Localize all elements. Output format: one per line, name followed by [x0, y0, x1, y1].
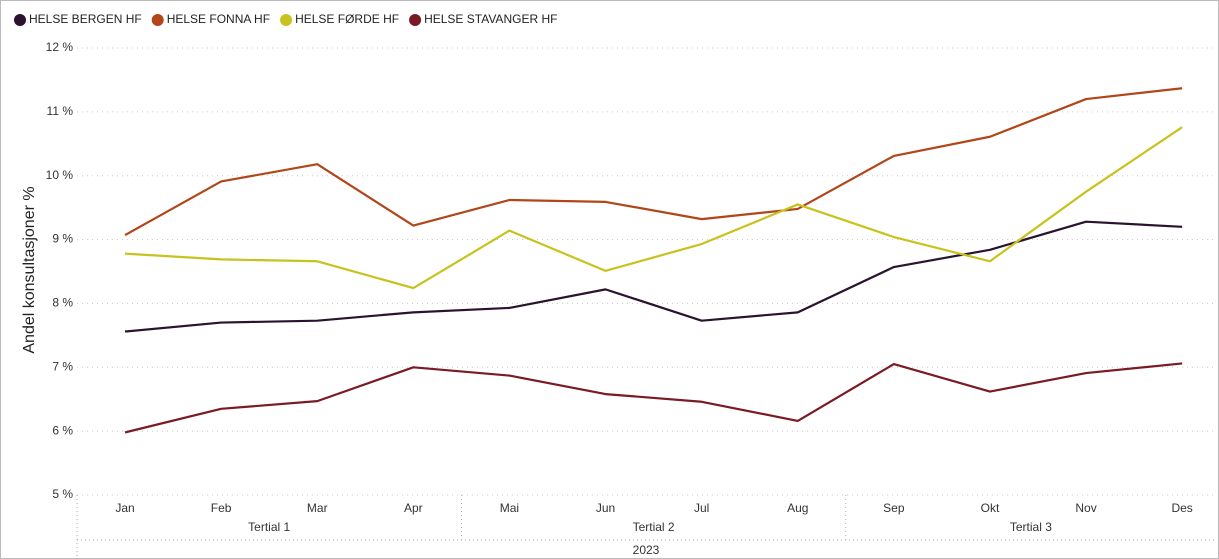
x-group-label: Tertial 3 — [1010, 520, 1052, 534]
series-line — [124, 126, 1183, 290]
series-line — [124, 362, 1183, 434]
x-top-group-label: 2023 — [633, 543, 660, 557]
y-tick-label: 9 % — [52, 232, 73, 246]
y-tick-label: 7 % — [52, 359, 73, 373]
y-tick-label: 11 % — [47, 104, 74, 118]
x-tick-label: Jan — [115, 501, 134, 515]
x-tick-label: Mar — [307, 501, 328, 515]
legend-label: HELSE FØRDE HF — [295, 12, 399, 26]
x-tick-label: Jun — [596, 501, 615, 515]
series-line — [124, 87, 1183, 237]
x-tick-label: Aug — [787, 501, 808, 515]
x-tick-label: Jul — [694, 501, 709, 515]
x-group-label: Tertial 2 — [633, 520, 675, 534]
legend-marker — [14, 14, 26, 26]
legend-label: HELSE FONNA HF — [167, 12, 270, 26]
x-tick-label: Des — [1171, 501, 1192, 515]
y-axis-label: Andel konsultasjoner % — [21, 186, 38, 353]
legend-marker — [280, 14, 293, 26]
legend-label: HELSE STAVANGER HF — [424, 12, 557, 26]
legend-marker — [409, 14, 422, 26]
x-tick-label: Sep — [883, 501, 905, 515]
y-tick-label: 6 % — [52, 423, 73, 437]
x-tick-label: Mai — [500, 501, 519, 515]
series-line — [124, 220, 1183, 333]
y-tick-label: 5 % — [52, 487, 73, 501]
x-tick-label: Okt — [981, 501, 1000, 515]
legend-marker — [151, 14, 164, 26]
legend-label: HELSE BERGEN HF — [29, 12, 142, 26]
x-tick-label: Apr — [404, 501, 423, 515]
x-tick-label: Feb — [211, 501, 232, 515]
y-tick-label: 8 % — [52, 296, 73, 310]
y-tick-label: 12 % — [46, 40, 74, 54]
x-tick-label: Nov — [1075, 501, 1096, 515]
y-tick-label: 10 % — [46, 168, 74, 182]
x-group-label: Tertial 1 — [248, 520, 290, 534]
